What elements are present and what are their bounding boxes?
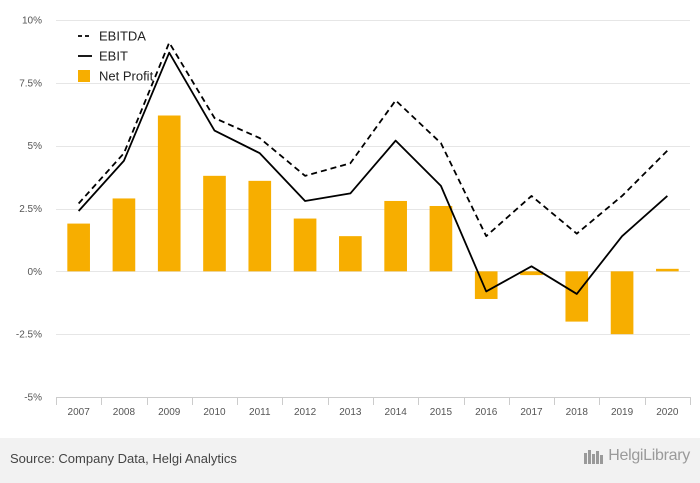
source-note: Source: Company Data, Helgi Analytics	[10, 451, 237, 466]
y-tick-label: -2.5%	[16, 330, 42, 341]
chart: 10% 7.5% 5% 2.5% 0% -2.5% -5% 2007 2008 2009 2010…	[16, 16, 691, 418]
net-profit-bar	[203, 175, 226, 272]
x-tick-label: 2014	[385, 407, 408, 418]
net-profit-bar	[112, 198, 136, 272]
net-profit-bar	[429, 205, 453, 272]
x-tick-label: 2010	[203, 407, 226, 418]
x-axis-ticks: 2007 2008 2009 2010 2011 2012 2013 2014 2015 2016…	[56, 397, 691, 418]
x-tick-label: 2008	[113, 407, 136, 418]
legend-label: EBIT	[99, 49, 128, 64]
library-icon	[584, 450, 604, 464]
x-tick-label: 2020	[656, 407, 679, 418]
brand-name: HelgiLibrary	[608, 447, 690, 464]
net-profit-bar	[293, 218, 317, 272]
ebitda-line	[77, 41, 668, 238]
legend-label: Net Profit	[99, 69, 154, 84]
legend-label: EBITDA	[99, 29, 146, 44]
ebit-line	[77, 51, 668, 295]
net-profit-bar	[474, 271, 498, 299]
x-tick-label: 2009	[158, 407, 181, 418]
x-tick-label: 2017	[520, 407, 543, 418]
net-profit-bar	[248, 180, 272, 272]
legend-swatch	[78, 70, 90, 82]
net-profit-bars	[67, 115, 679, 335]
y-tick-label: -5%	[24, 393, 42, 404]
footer: Source: Company Data, Helgi Analytics He…	[0, 438, 700, 483]
y-tick-label: 2.5%	[19, 204, 42, 215]
x-tick-label: 2015	[430, 407, 453, 418]
legend: EBITDA EBIT Net Profit	[78, 29, 154, 84]
x-tick-label: 2019	[611, 407, 634, 418]
x-tick-label: 2011	[249, 407, 271, 418]
x-tick-label: 2007	[68, 407, 91, 418]
net-profit-bar	[565, 271, 589, 322]
x-tick-label: 2013	[339, 407, 362, 418]
net-profit-bar	[656, 268, 679, 272]
net-profit-bar	[339, 236, 362, 272]
net-profit-bar	[610, 271, 634, 335]
y-tick-label: 5%	[28, 141, 43, 152]
brand-logo: HelgiLibrary	[583, 447, 690, 465]
x-tick-label: 2016	[475, 407, 498, 418]
y-tick-label: 7.5%	[19, 78, 42, 89]
net-profit-bar	[384, 200, 407, 272]
y-tick-label: 10%	[22, 16, 42, 27]
y-axis-ticks: 10% 7.5% 5% 2.5% 0% -2.5% -5%	[16, 16, 42, 404]
net-profit-bar	[157, 115, 181, 272]
net-profit-bar	[67, 223, 90, 272]
x-tick-label: 2018	[566, 407, 589, 418]
net-profit-bar	[520, 271, 543, 276]
lines	[77, 41, 668, 295]
y-tick-label: 0%	[28, 267, 43, 278]
x-tick-label: 2012	[294, 407, 317, 418]
